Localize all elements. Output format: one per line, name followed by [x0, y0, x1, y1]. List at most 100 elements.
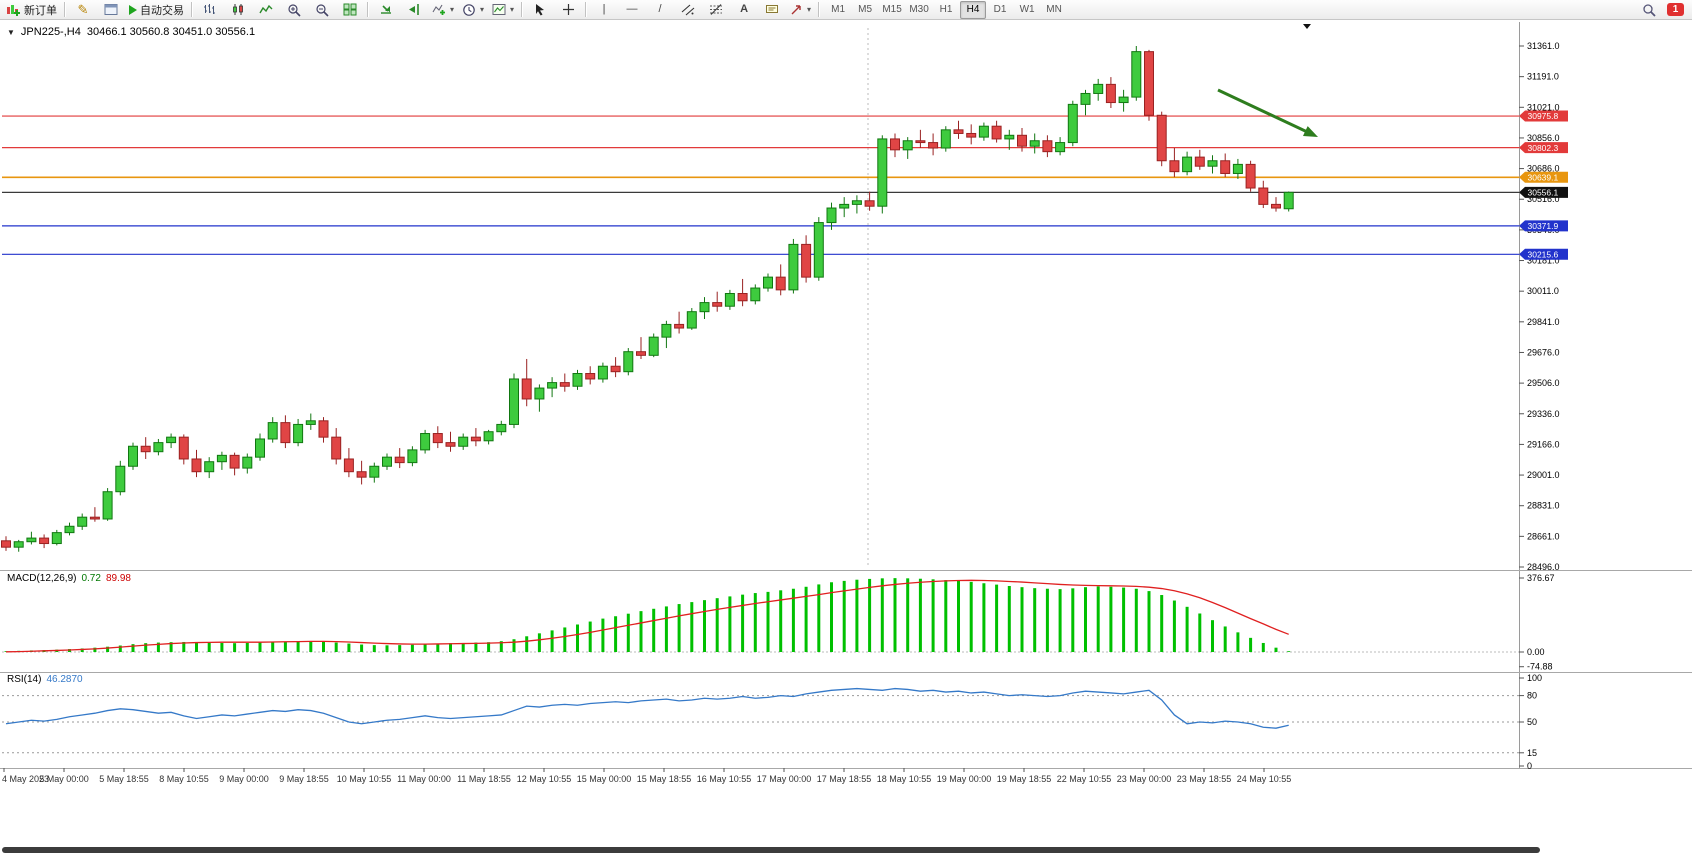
autotrading-button[interactable]: 自动交易: [125, 0, 188, 20]
periods-button[interactable]: ▾: [458, 0, 488, 20]
arrows-button[interactable]: ▾: [786, 0, 815, 20]
svg-text:9 May 00:00: 9 May 00:00: [219, 774, 269, 784]
timeframe-m15-button[interactable]: M15: [882, 4, 902, 15]
line-chart-icon: [259, 3, 273, 16]
chart-window-button[interactable]: [97, 0, 125, 20]
autotrading-play-icon: [129, 4, 137, 15]
metaeditor-button[interactable]: ✎: [69, 0, 97, 20]
scrollbar-thumb[interactable]: [2, 847, 1540, 853]
rsi-label: RSI(14) 46.2870: [7, 674, 83, 685]
svg-text:80: 80: [1527, 691, 1537, 701]
svg-text:30215.6: 30215.6: [1528, 249, 1559, 259]
svg-text:5 May 00:00: 5 May 00:00: [39, 774, 89, 784]
svg-text:30802.3: 30802.3: [1528, 143, 1559, 153]
candlestick-chart-button[interactable]: [224, 0, 252, 20]
svg-text:29336.0: 29336.0: [1527, 409, 1560, 419]
timeframe-m5-button[interactable]: M5: [858, 4, 873, 15]
svg-text:15 May 00:00: 15 May 00:00: [577, 774, 632, 784]
horizontal-line-icon: —: [626, 3, 638, 15]
caret-down-icon: ▾: [510, 5, 515, 14]
templates-icon: [492, 3, 506, 16]
timeframe-w1-button[interactable]: W1: [1019, 4, 1035, 15]
svg-text:29841.0: 29841.0: [1527, 317, 1560, 327]
rsi-panel: 100 80 50 15 0: [2, 673, 1542, 771]
toolbar-separator: [818, 2, 821, 17]
toolbar-separator: [521, 2, 524, 17]
indicators-button[interactable]: ▾: [428, 0, 458, 20]
timeframe-d1-button[interactable]: D1: [993, 4, 1007, 15]
horizontal-scrollbar[interactable]: [0, 844, 1692, 856]
svg-text:30181.0: 30181.0: [1527, 256, 1560, 266]
crosshair-icon: [562, 3, 575, 16]
search-button[interactable]: [1635, 0, 1663, 20]
toolbar-separator: [367, 2, 369, 17]
svg-text:29166.0: 29166.0: [1527, 439, 1560, 449]
svg-text:17 May 00:00: 17 May 00:00: [757, 774, 812, 784]
timeframe-m1-button[interactable]: M1: [831, 4, 846, 15]
cursor-arrow-icon: [534, 3, 546, 16]
svg-text:30975.8: 30975.8: [1528, 111, 1559, 121]
svg-text:31191.0: 31191.0: [1527, 72, 1559, 82]
svg-text:30686.0: 30686.0: [1527, 164, 1560, 174]
text-label-icon: [765, 3, 779, 16]
price-axis[interactable]: 31361.0 31191.0 31021.0 30856.0 30686.0 30516…: [1519, 41, 1560, 572]
tile-windows-icon: [343, 3, 357, 16]
svg-text:376.67: 376.67: [1527, 573, 1555, 583]
auto-scroll-button[interactable]: [372, 0, 400, 20]
new-order-button[interactable]: 新订单: [2, 0, 61, 20]
trend-arrow[interactable]: [1217, 88, 1318, 137]
svg-text:5 May 18:55: 5 May 18:55: [99, 774, 149, 784]
equidistant-channel-button[interactable]: [674, 0, 702, 20]
toolbar-separator: [585, 2, 588, 17]
timeframe-mn-button[interactable]: MN: [1046, 4, 1062, 15]
timeframe-h1-button[interactable]: H1: [939, 4, 953, 15]
zoom-out-icon: [315, 3, 329, 17]
zoom-in-button[interactable]: [280, 0, 308, 20]
rsi-name: RSI(14): [7, 674, 42, 685]
zoom-in-icon: [287, 3, 301, 17]
caret-down-icon: ▾: [450, 5, 455, 14]
svg-text:19 May 00:00: 19 May 00:00: [937, 774, 992, 784]
text-button[interactable]: A: [730, 0, 758, 20]
svg-text:18 May 10:55: 18 May 10:55: [877, 774, 932, 784]
scroll-to-end-marker[interactable]: [1303, 24, 1311, 29]
templates-button[interactable]: ▾: [488, 0, 518, 20]
svg-text:11 May 18:55: 11 May 18:55: [457, 774, 511, 784]
new-order-icon: [6, 3, 21, 17]
svg-text:28831.0: 28831.0: [1527, 501, 1560, 511]
line-chart-button[interactable]: [252, 0, 280, 20]
arrows-tool-icon: [790, 3, 803, 16]
vertical-line-button[interactable]: |: [590, 0, 618, 20]
horizontal-line-button[interactable]: —: [618, 0, 646, 20]
crosshair-button[interactable]: [554, 0, 582, 20]
toolbar-right-tools: 1: [1635, 0, 1690, 20]
svg-text:30516.0: 30516.0: [1527, 194, 1560, 204]
notification-badge[interactable]: 1: [1667, 3, 1684, 16]
svg-text:31361.0: 31361.0: [1527, 41, 1560, 51]
bar-chart-button[interactable]: [196, 0, 224, 20]
svg-text:15 May 18:55: 15 May 18:55: [637, 774, 692, 784]
svg-text:9 May 18:55: 9 May 18:55: [279, 774, 329, 784]
macd-name: MACD(12,26,9): [7, 573, 77, 584]
chart-shift-button[interactable]: [400, 0, 428, 20]
horizontal-lines[interactable]: [2, 115, 1519, 255]
tile-windows-button[interactable]: [336, 0, 364, 20]
text-label-button[interactable]: [758, 0, 786, 20]
fibonacci-button[interactable]: [702, 0, 730, 20]
text-icon: A: [740, 3, 749, 15]
svg-text:4 May 2023: 4 May 2023: [2, 774, 49, 784]
one-click-trading-toggle[interactable]: ▼: [7, 27, 15, 37]
timeframe-m30-button[interactable]: M30: [909, 4, 929, 15]
macd-label: MACD(12,26,9) 0.72 89.98: [7, 573, 131, 584]
svg-text:30371.9: 30371.9: [1528, 221, 1559, 231]
zoom-out-button[interactable]: [308, 0, 336, 20]
chart-title: ▼ JPN225-,H4 30466.1 30560.8 30451.0 305…: [7, 26, 255, 38]
timeframe-h4-button[interactable]: H4: [960, 0, 987, 19]
svg-text:22 May 10:55: 22 May 10:55: [1057, 774, 1112, 784]
svg-text:30639.1: 30639.1: [1528, 172, 1559, 182]
cursor-button[interactable]: [526, 0, 554, 20]
trendline-button[interactable]: /: [646, 0, 674, 20]
